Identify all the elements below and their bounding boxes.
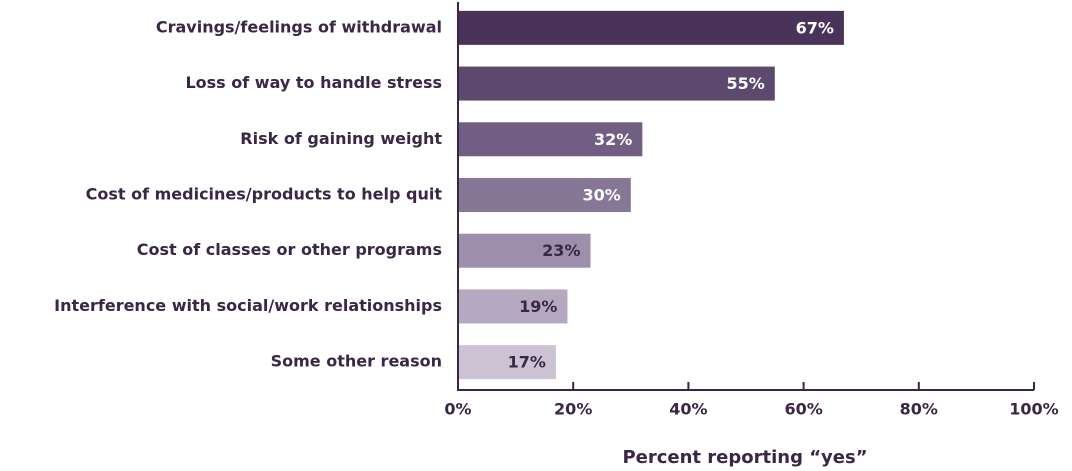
x-tick-label: 0% — [444, 400, 471, 419]
bar — [458, 66, 775, 101]
bar — [458, 233, 591, 268]
x-tick-label: 100% — [1009, 400, 1058, 419]
value-label: 17% — [508, 353, 546, 372]
value-label: 32% — [594, 130, 632, 149]
x-tick-label: 40% — [669, 400, 707, 419]
x-tick-label: 60% — [784, 400, 822, 419]
x-axis-title: Percent reporting “yes” — [622, 447, 867, 468]
category-label: Cost of medicines/products to help quit — [86, 185, 443, 204]
category-label: Risk of gaining weight — [240, 129, 442, 148]
x-tick-label: 80% — [900, 400, 938, 419]
category-label: Cravings/feelings of withdrawal — [156, 17, 442, 36]
value-label: 23% — [542, 241, 580, 260]
value-label: 30% — [583, 186, 621, 205]
value-label: 67% — [796, 18, 834, 37]
bar — [458, 178, 631, 212]
category-label: Loss of way to handle stress — [185, 73, 442, 92]
category-label: Interference with social/work relationsh… — [54, 296, 442, 315]
x-tick-label: 20% — [554, 400, 592, 419]
category-label: Cost of classes or other programs — [137, 240, 442, 259]
bar — [458, 10, 844, 45]
value-label: 55% — [727, 74, 765, 93]
category-label: Some other reason — [271, 352, 442, 371]
value-label: 19% — [519, 297, 557, 316]
bar — [458, 345, 556, 380]
bar — [458, 122, 643, 157]
bar — [458, 289, 568, 324]
